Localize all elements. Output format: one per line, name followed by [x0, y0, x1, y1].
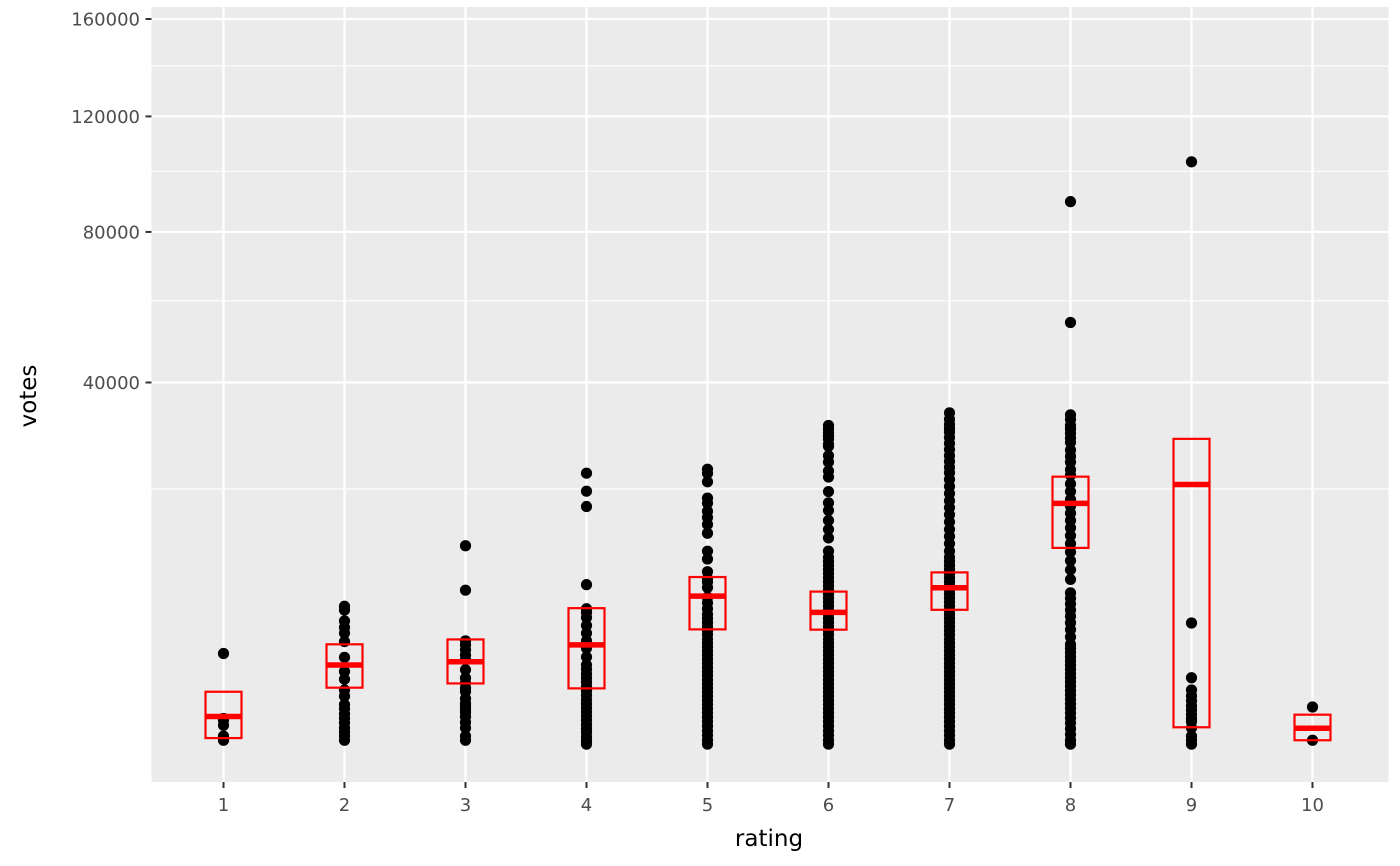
data-point	[822, 523, 835, 536]
y-tick-label: 160000	[71, 10, 140, 31]
x-tick-label: 9	[1186, 795, 1197, 816]
data-point	[701, 527, 714, 539]
data-point	[822, 514, 835, 527]
data-point	[338, 684, 351, 696]
data-point	[701, 463, 714, 475]
data-point	[1185, 156, 1198, 168]
data-point	[1064, 464, 1077, 476]
data-point	[701, 545, 714, 557]
data-point	[580, 467, 593, 479]
summary-box	[1051, 475, 1090, 550]
y-tick-label: 80000	[83, 222, 140, 243]
data-point	[1306, 701, 1319, 713]
data-point	[1064, 444, 1077, 456]
data-point	[338, 665, 351, 678]
y-axis-title: votes	[16, 365, 42, 428]
x-tick-label: 3	[460, 795, 471, 816]
data-point	[459, 672, 472, 684]
data-point	[1064, 555, 1077, 567]
data-point	[580, 500, 593, 513]
x-tick-label: 2	[339, 795, 350, 816]
data-point	[1064, 485, 1077, 498]
data-point	[822, 497, 835, 509]
data-point	[701, 553, 714, 565]
data-point	[1185, 730, 1198, 742]
data-point	[580, 651, 593, 663]
data-point	[459, 635, 472, 647]
data-point	[580, 485, 593, 497]
data-point	[338, 673, 351, 685]
data-point	[580, 579, 593, 591]
data-point	[822, 419, 835, 432]
data-point	[459, 664, 472, 676]
data-point	[1185, 684, 1198, 696]
data-point	[1064, 587, 1077, 599]
data-point	[822, 450, 835, 462]
data-point	[580, 627, 593, 639]
data-point	[701, 566, 714, 578]
data-point	[1064, 530, 1077, 542]
x-axis-title: rating	[735, 826, 803, 852]
data-point	[338, 615, 351, 627]
data-point	[1064, 573, 1077, 586]
data-point	[701, 476, 714, 488]
data-point	[338, 698, 351, 711]
y-tick-label: 40000	[83, 373, 140, 394]
data-point	[1064, 409, 1077, 421]
summary-boxes	[204, 437, 1332, 742]
minor-gridlines	[151, 65, 1389, 490]
summary-box	[930, 571, 969, 611]
data-point	[1064, 564, 1077, 576]
x-axis-tick-labels: 1 2 3 4 5 6 7 8 9 10	[218, 795, 1324, 816]
x-tick-label: 6	[823, 795, 834, 816]
data-point	[1064, 196, 1077, 208]
summary-box	[567, 607, 606, 690]
plot-panel	[151, 7, 1389, 782]
data-point	[701, 505, 714, 517]
data-point	[1064, 316, 1077, 329]
data-point	[701, 492, 714, 504]
data-point	[822, 485, 835, 498]
data-point	[1064, 546, 1077, 558]
data-point	[338, 600, 351, 612]
data-points	[217, 156, 1319, 750]
data-point	[1185, 672, 1198, 684]
x-tick-label: 1	[218, 795, 229, 816]
data-point	[1064, 538, 1077, 550]
x-tick-label: 4	[581, 795, 592, 816]
data-point	[338, 651, 351, 663]
data-point	[1064, 478, 1077, 490]
data-point	[822, 532, 835, 544]
axis-ticks	[145, 18, 1314, 788]
data-point	[1185, 617, 1198, 629]
x-tick-label: 10	[1301, 795, 1324, 816]
data-point	[459, 730, 472, 742]
summary-box	[1172, 437, 1211, 729]
x-tick-label: 7	[944, 795, 955, 816]
data-point	[943, 407, 956, 419]
data-point	[459, 540, 472, 552]
summary-box	[688, 575, 727, 631]
data-point	[822, 465, 835, 477]
data-point	[217, 730, 230, 742]
y-axis-tick-labels: 40000 80000 120000 160000	[71, 10, 140, 395]
data-point	[822, 545, 835, 557]
x-tick-label: 5	[702, 795, 713, 816]
y-tick-label: 120000	[71, 107, 140, 128]
data-point	[217, 647, 230, 660]
data-point	[580, 619, 593, 632]
data-point	[580, 659, 593, 671]
x-tick-label: 8	[1065, 795, 1076, 816]
data-point	[459, 584, 472, 596]
